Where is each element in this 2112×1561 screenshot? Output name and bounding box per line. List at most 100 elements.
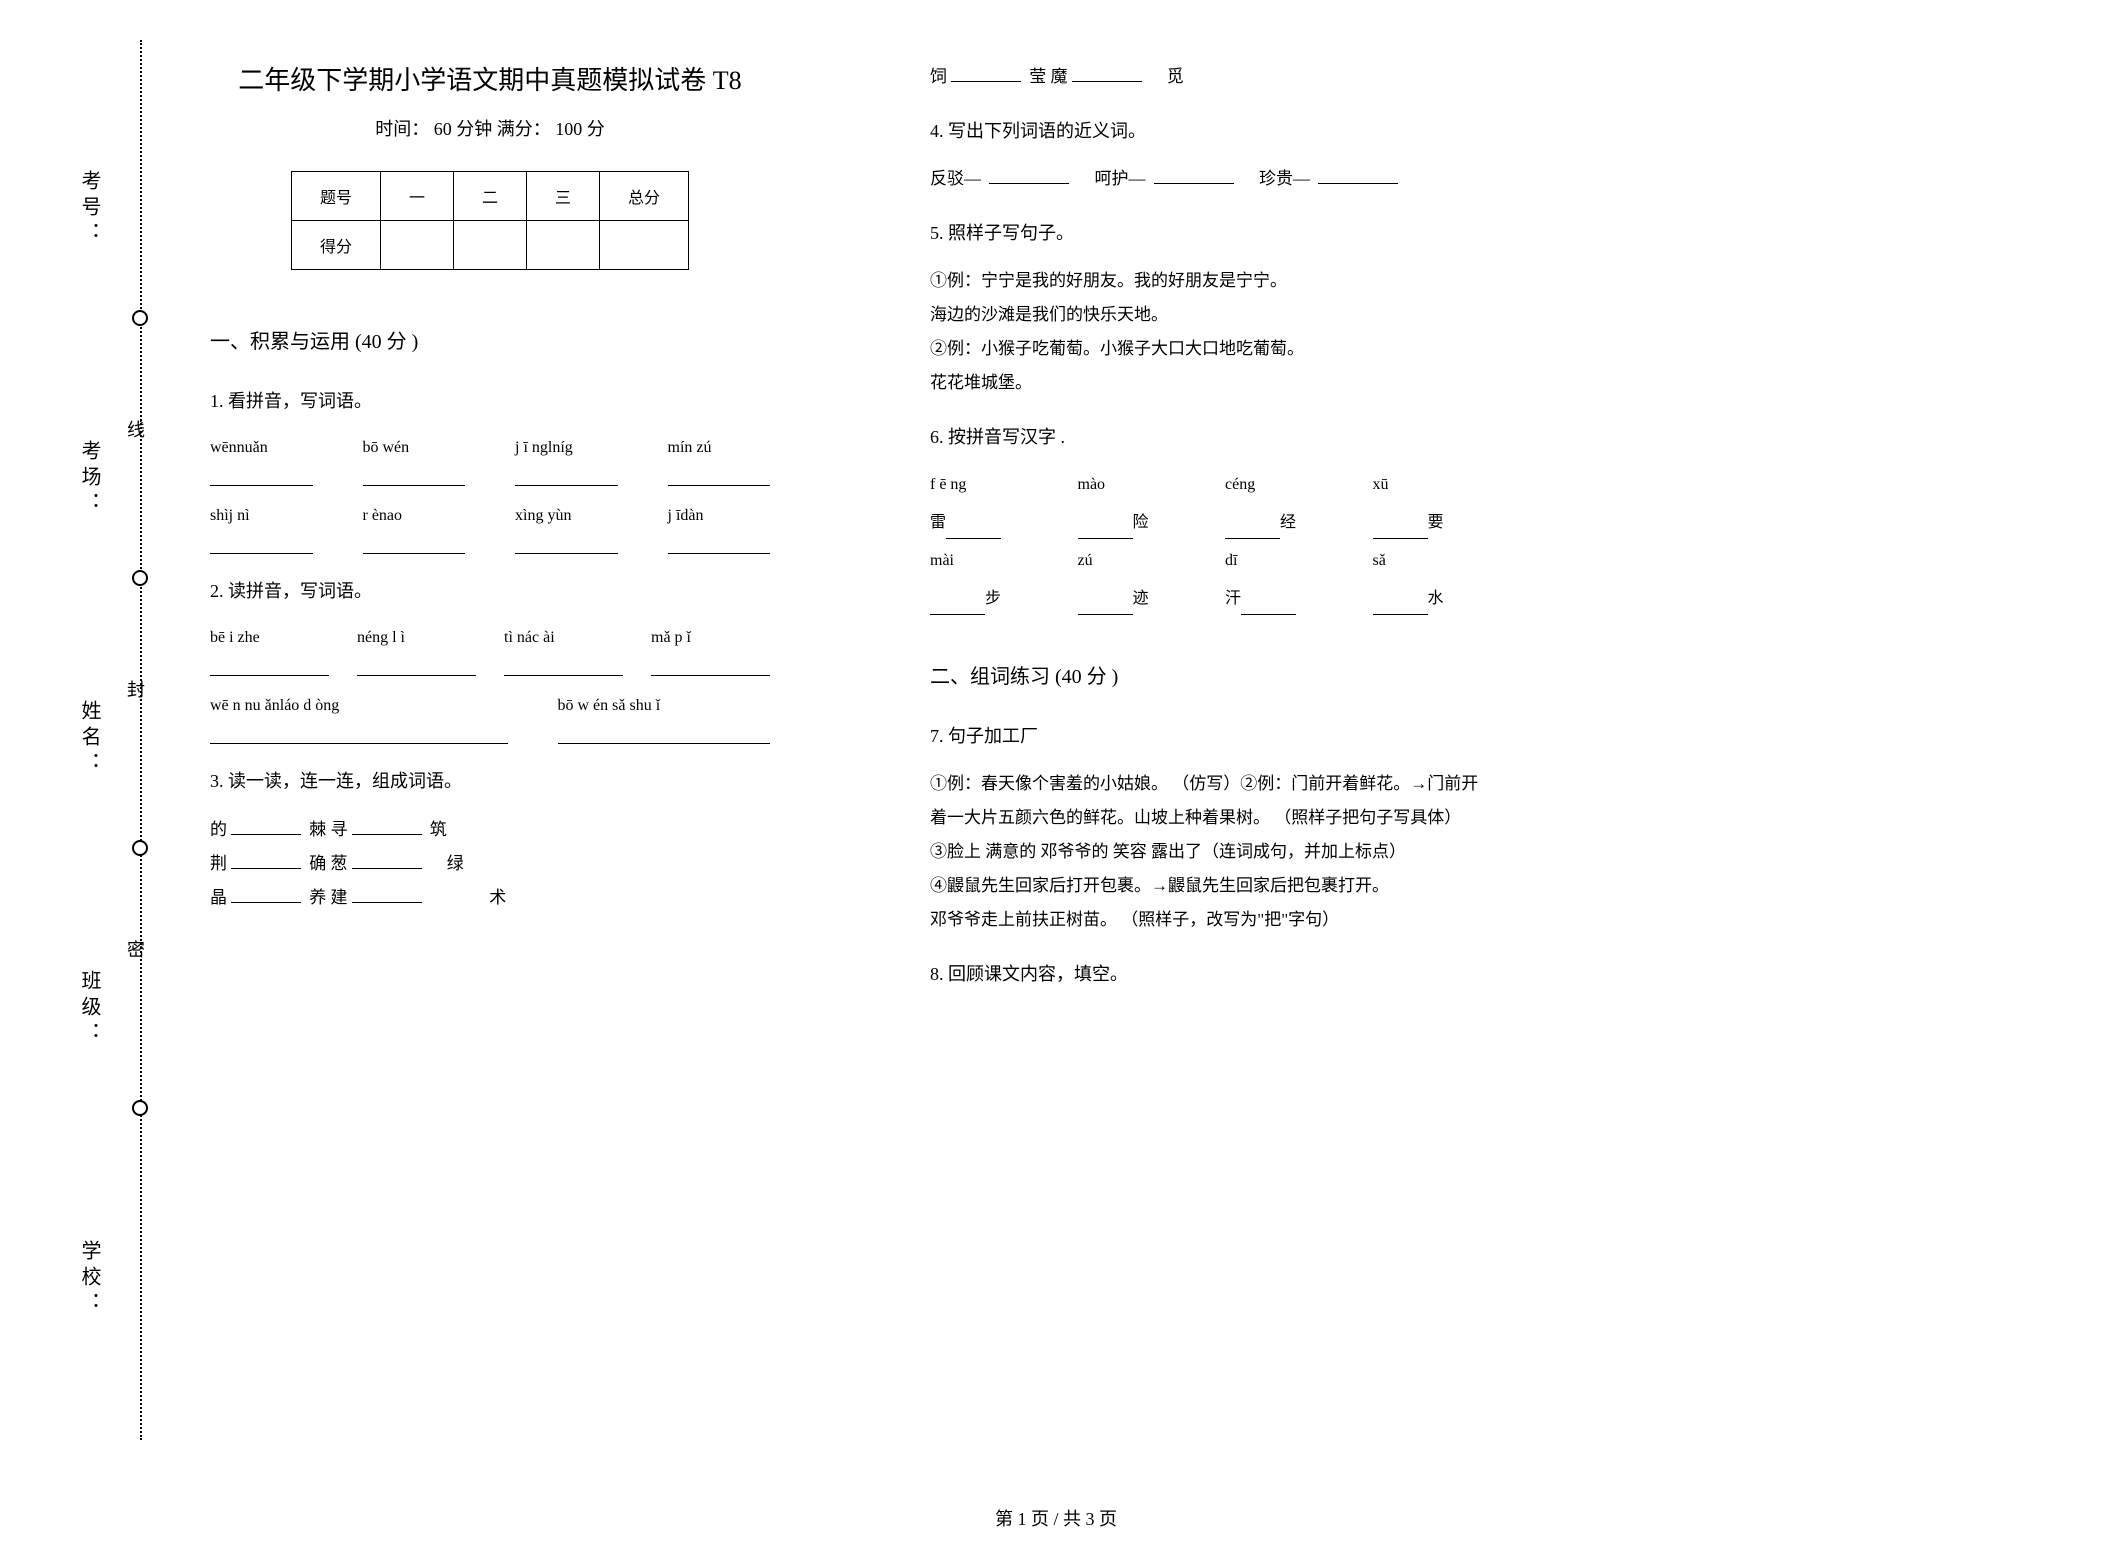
example-line: 花花堆城堡。	[930, 366, 1490, 400]
pinyin: f ē ng	[930, 469, 1048, 501]
table-row: 得分	[291, 221, 688, 270]
binding-label-room: 考场：	[75, 440, 104, 518]
question-1: 1. 看拼音，写词语。	[210, 384, 770, 418]
table-row: 题号 一 二 三 总分	[291, 172, 688, 221]
page-content: 二年级下学期小学语文期中真题模拟试卷 T8 时间： 60 分钟 满分： 100 …	[210, 60, 2060, 1460]
column-left: 二年级下学期小学语文期中真题模拟试卷 T8 时间： 60 分钟 满分： 100 …	[210, 60, 770, 915]
pinyin: bē i zhe	[210, 622, 329, 654]
pinyin: mào	[1078, 469, 1196, 501]
exam-title: 二年级下学期小学语文期中真题模拟试卷 T8	[210, 60, 770, 97]
pinyin: dī	[1225, 545, 1343, 577]
question-8: 8. 回顾课文内容，填空。	[930, 957, 1490, 991]
binding-circle	[132, 1100, 148, 1116]
exam-subtitle: 时间： 60 分钟 满分： 100 分	[210, 115, 770, 141]
score-col-header: 一	[380, 172, 453, 221]
connect-line: 的 棘 寻 筑	[210, 813, 770, 847]
example-line: 海边的沙滩是我们的快乐天地。	[930, 298, 1490, 332]
score-cell	[600, 221, 689, 270]
pinyin: wē n nu ǎnláo d òng	[210, 690, 508, 722]
binding-circle	[132, 310, 148, 326]
blank-row	[210, 726, 770, 744]
column-right: 饲 莹 魔 觅 4. 写出下列词语的近义词。 反驳— 呵护— 珍贵— 5. 照样…	[930, 60, 1490, 1005]
page-footer: 第 1 页 / 共 3 页	[0, 1505, 2112, 1531]
question-body: f ē ng mào céng xū 雷 险 经 要 mài zú dī sǎ …	[930, 469, 1490, 615]
question-3: 3. 读一读，连一连，组成词语。	[210, 764, 770, 798]
pinyin: r ènao	[363, 500, 466, 532]
fill-cell: 步	[930, 583, 1048, 615]
pinyin: wēnnuǎn	[210, 432, 313, 464]
section-heading: 一、积累与运用 (40 分 )	[210, 325, 770, 354]
binding-seal: 线	[122, 420, 148, 446]
pinyin: tì nác ài	[504, 622, 623, 654]
pinyin-row: bē i zhe néng l ì tì nác ài mǎ p ǐ	[210, 622, 770, 654]
score-col-header: 题号	[291, 172, 380, 221]
binding-label-name: 姓名：	[75, 700, 104, 778]
blank-row	[210, 658, 770, 676]
blank-row	[210, 536, 770, 554]
fill-cell: 经	[1225, 507, 1343, 539]
section-heading: 二、组词练习 (40 分 )	[930, 660, 1490, 689]
binding-label-exam-id: 考号：	[75, 170, 104, 248]
question-body: ①例：春天像个害羞的小姑娘。 （仿写）②例：门前开着鲜花。→门前开着一大片五颜六…	[930, 767, 1490, 937]
pinyin: xìng yùn	[515, 500, 618, 532]
q7-line: ④鼹鼠先生回家后打开包裹。→鼹鼠先生回家后把包裹打开。	[930, 869, 1490, 903]
question-2: 2. 读拼音，写词语。	[210, 574, 770, 608]
question-body: 反驳— 呵护— 珍贵—	[930, 162, 1490, 196]
binding-circle	[132, 570, 148, 586]
score-cell	[527, 221, 600, 270]
pinyin: bō wén	[363, 432, 466, 464]
binding-label-class: 班级：	[75, 970, 104, 1048]
binding-seal: 封	[122, 680, 148, 706]
pinyin: mài	[930, 545, 1048, 577]
pinyin: céng	[1225, 469, 1343, 501]
pinyin-row: wēnnuǎn bō wén j ī nglníg mín zú	[210, 432, 770, 464]
fill-cell: 迹	[1078, 583, 1196, 615]
question-body: 的 棘 寻 筑 荆 确 葱 绿 晶 养 建 术	[210, 813, 770, 915]
binding-seal: 密	[122, 940, 148, 966]
q3-continuation: 饲 莹 魔 觅	[930, 60, 1490, 94]
fill-cell: 险	[1078, 507, 1196, 539]
pinyin-grid: f ē ng mào céng xū 雷 险 经 要 mài zú dī sǎ …	[930, 469, 1490, 615]
question-body: ①例：宁宁是我的好朋友。我的好朋友是宁宁。 海边的沙滩是我们的快乐天地。 ②例：…	[930, 264, 1490, 400]
pinyin: sǎ	[1373, 545, 1491, 577]
example-line: ②例：小猴子吃葡萄。小猴子大口大口地吃葡萄。	[930, 332, 1490, 366]
score-cell	[380, 221, 453, 270]
score-col-header: 总分	[600, 172, 689, 221]
question-body: bē i zhe néng l ì tì nác ài mǎ p ǐ wē n …	[210, 622, 770, 744]
binding-circle	[132, 840, 148, 856]
pinyin: xū	[1373, 469, 1491, 501]
pinyin: bō w én sǎ shu ǐ	[558, 690, 771, 722]
score-table: 题号 一 二 三 总分 得分	[291, 171, 689, 270]
example-line: ①例：宁宁是我的好朋友。我的好朋友是宁宁。	[930, 264, 1490, 298]
pinyin: j īdàn	[668, 500, 771, 532]
pinyin: néng l ì	[357, 622, 476, 654]
fill-cell: 水	[1373, 583, 1491, 615]
question-4: 4. 写出下列词语的近义词。	[930, 114, 1490, 148]
fill-cell: 要	[1373, 507, 1491, 539]
question-5: 5. 照样子写句子。	[930, 216, 1490, 250]
score-col-header: 二	[453, 172, 526, 221]
question-body: wēnnuǎn bō wén j ī nglníg mín zú shìj nì…	[210, 432, 770, 554]
pinyin: zú	[1078, 545, 1196, 577]
binding-label-school: 学校：	[75, 1240, 104, 1318]
pinyin: mǎ p ǐ	[651, 622, 770, 654]
score-col-header: 三	[527, 172, 600, 221]
q7-line: ③脸上 满意的 邓爷爷的 笑容 露出了（连词成句，并加上标点）	[930, 835, 1490, 869]
connect-line: 晶 养 建 术	[210, 881, 770, 915]
pinyin-row: wē n nu ǎnláo d òng bō w én sǎ shu ǐ	[210, 690, 770, 722]
pinyin: mín zú	[668, 432, 771, 464]
binding-line	[140, 40, 142, 1440]
fill-cell: 汗	[1225, 583, 1343, 615]
q7-line: 邓爷爷走上前扶正树苗。 （照样子，改写为"把"字句）	[930, 903, 1490, 937]
question-6: 6. 按拼音写汉字 .	[930, 420, 1490, 454]
pinyin-row: shìj nì r ènao xìng yùn j īdàn	[210, 500, 770, 532]
question-7: 7. 句子加工厂	[930, 719, 1490, 753]
blank-row	[210, 468, 770, 486]
pinyin: j ī nglníg	[515, 432, 618, 464]
score-cell	[453, 221, 526, 270]
fill-cell: 雷	[930, 507, 1048, 539]
pinyin: shìj nì	[210, 500, 313, 532]
connect-line: 荆 确 葱 绿	[210, 847, 770, 881]
score-row-label: 得分	[291, 221, 380, 270]
binding-margin: 考号： 考场： 姓名： 班级： 学校： 线 封 密	[30, 40, 180, 1440]
